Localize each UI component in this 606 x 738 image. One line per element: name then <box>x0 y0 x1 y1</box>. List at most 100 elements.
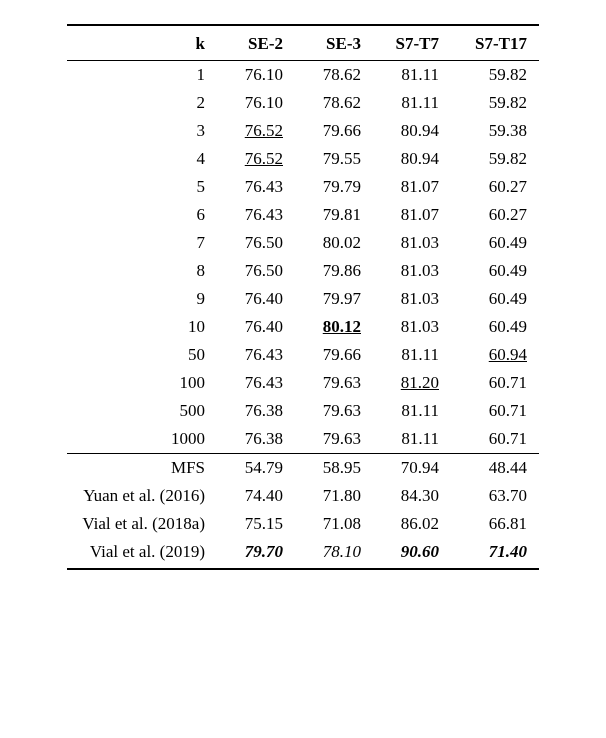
cell-se3: 79.63 <box>295 369 373 397</box>
cell-se3: 78.62 <box>295 61 373 90</box>
table-row: 976.4079.9781.0360.49 <box>67 285 539 313</box>
cell-se2: 75.15 <box>217 510 295 538</box>
cell-s7t7: 81.11 <box>373 425 451 454</box>
cell-s7t7: 81.11 <box>373 89 451 117</box>
cell-se2: 76.40 <box>217 285 295 313</box>
cell-se3: 71.80 <box>295 482 373 510</box>
cell-se3: 78.62 <box>295 89 373 117</box>
col-header-se2: SE-2 <box>217 25 295 61</box>
cell-k: Yuan et al. (2016) <box>67 482 217 510</box>
header-row: k SE-2 SE-3 S7-T7 S7-T17 <box>67 25 539 61</box>
cell-k: 2 <box>67 89 217 117</box>
cell-se3: 80.12 <box>295 313 373 341</box>
cell-se2: 76.38 <box>217 397 295 425</box>
cell-s7t17: 71.40 <box>451 538 539 569</box>
table-row: 276.1078.6281.1159.82 <box>67 89 539 117</box>
cell-s7t7: 81.11 <box>373 61 451 90</box>
cell-k: 4 <box>67 145 217 173</box>
cell-s7t7: 81.03 <box>373 257 451 285</box>
cell-k: 100 <box>67 369 217 397</box>
cell-se3: 79.66 <box>295 341 373 369</box>
cell-s7t7: 81.07 <box>373 201 451 229</box>
col-header-s7t7: S7-T7 <box>373 25 451 61</box>
cell-k: Vial et al. (2018a) <box>67 510 217 538</box>
table-row: 876.5079.8681.0360.49 <box>67 257 539 285</box>
cell-s7t7: 81.03 <box>373 285 451 313</box>
cell-se2: 76.40 <box>217 313 295 341</box>
table-row: 376.5279.6680.9459.38 <box>67 117 539 145</box>
cell-se3: 79.63 <box>295 397 373 425</box>
cell-s7t17: 60.49 <box>451 229 539 257</box>
col-header-k: k <box>67 25 217 61</box>
cell-k: 8 <box>67 257 217 285</box>
cell-s7t7: 80.94 <box>373 145 451 173</box>
cell-se3: 71.08 <box>295 510 373 538</box>
cell-s7t7: 81.11 <box>373 397 451 425</box>
results-table: k SE-2 SE-3 S7-T7 S7-T17 176.1078.6281.1… <box>67 24 539 570</box>
cell-se2: 76.10 <box>217 89 295 117</box>
cell-se2: 54.79 <box>217 454 295 483</box>
cell-s7t7: 81.07 <box>373 173 451 201</box>
cell-k: 5 <box>67 173 217 201</box>
cell-k: 3 <box>67 117 217 145</box>
table-row: 100076.3879.6381.1160.71 <box>67 425 539 454</box>
cell-k: MFS <box>67 454 217 483</box>
cell-s7t17: 66.81 <box>451 510 539 538</box>
cell-k: 7 <box>67 229 217 257</box>
cell-k: 1 <box>67 61 217 90</box>
cell-se2: 76.43 <box>217 369 295 397</box>
cell-s7t7: 86.02 <box>373 510 451 538</box>
table-row: 676.4379.8181.0760.27 <box>67 201 539 229</box>
cell-k: 50 <box>67 341 217 369</box>
cell-s7t17: 60.49 <box>451 313 539 341</box>
cell-k: 10 <box>67 313 217 341</box>
cell-s7t17: 48.44 <box>451 454 539 483</box>
table-row: 176.1078.6281.1159.82 <box>67 61 539 90</box>
cell-s7t7: 84.30 <box>373 482 451 510</box>
table-row: 576.4379.7981.0760.27 <box>67 173 539 201</box>
cell-k: 6 <box>67 201 217 229</box>
cell-se2: 76.52 <box>217 117 295 145</box>
cell-s7t17: 59.82 <box>451 61 539 90</box>
cell-se2: 79.70 <box>217 538 295 569</box>
table-row: 1076.4080.1281.0360.49 <box>67 313 539 341</box>
cell-s7t17: 60.27 <box>451 173 539 201</box>
table-row: 50076.3879.6381.1160.71 <box>67 397 539 425</box>
cell-s7t17: 63.70 <box>451 482 539 510</box>
baseline-row: Vial et al. (2018a)75.1571.0886.0266.81 <box>67 510 539 538</box>
cell-se3: 79.81 <box>295 201 373 229</box>
cell-k: 1000 <box>67 425 217 454</box>
cell-s7t7: 70.94 <box>373 454 451 483</box>
cell-se3: 79.79 <box>295 173 373 201</box>
cell-se3: 79.63 <box>295 425 373 454</box>
cell-se3: 79.86 <box>295 257 373 285</box>
cell-se2: 74.40 <box>217 482 295 510</box>
baseline-row: MFS54.7958.9570.9448.44 <box>67 454 539 483</box>
cell-s7t17: 59.82 <box>451 145 539 173</box>
cell-s7t17: 60.71 <box>451 397 539 425</box>
cell-k: Vial et al. (2019) <box>67 538 217 569</box>
cell-s7t7: 90.60 <box>373 538 451 569</box>
cell-se3: 78.10 <box>295 538 373 569</box>
cell-s7t7: 80.94 <box>373 117 451 145</box>
baseline-row: Yuan et al. (2016)74.4071.8084.3063.70 <box>67 482 539 510</box>
table-row: 5076.4379.6681.1160.94 <box>67 341 539 369</box>
cell-s7t17: 59.82 <box>451 89 539 117</box>
cell-s7t17: 60.49 <box>451 285 539 313</box>
cell-se2: 76.10 <box>217 61 295 90</box>
cell-se2: 76.43 <box>217 173 295 201</box>
cell-k: 500 <box>67 397 217 425</box>
cell-se2: 76.50 <box>217 257 295 285</box>
cell-s7t17: 60.27 <box>451 201 539 229</box>
cell-se2: 76.43 <box>217 201 295 229</box>
table-row: 476.5279.5580.9459.82 <box>67 145 539 173</box>
cell-se3: 58.95 <box>295 454 373 483</box>
cell-s7t7: 81.20 <box>373 369 451 397</box>
cell-se3: 80.02 <box>295 229 373 257</box>
cell-se2: 76.50 <box>217 229 295 257</box>
cell-se3: 79.66 <box>295 117 373 145</box>
cell-s7t7: 81.03 <box>373 229 451 257</box>
cell-k: 9 <box>67 285 217 313</box>
col-header-se3: SE-3 <box>295 25 373 61</box>
cell-s7t7: 81.11 <box>373 341 451 369</box>
